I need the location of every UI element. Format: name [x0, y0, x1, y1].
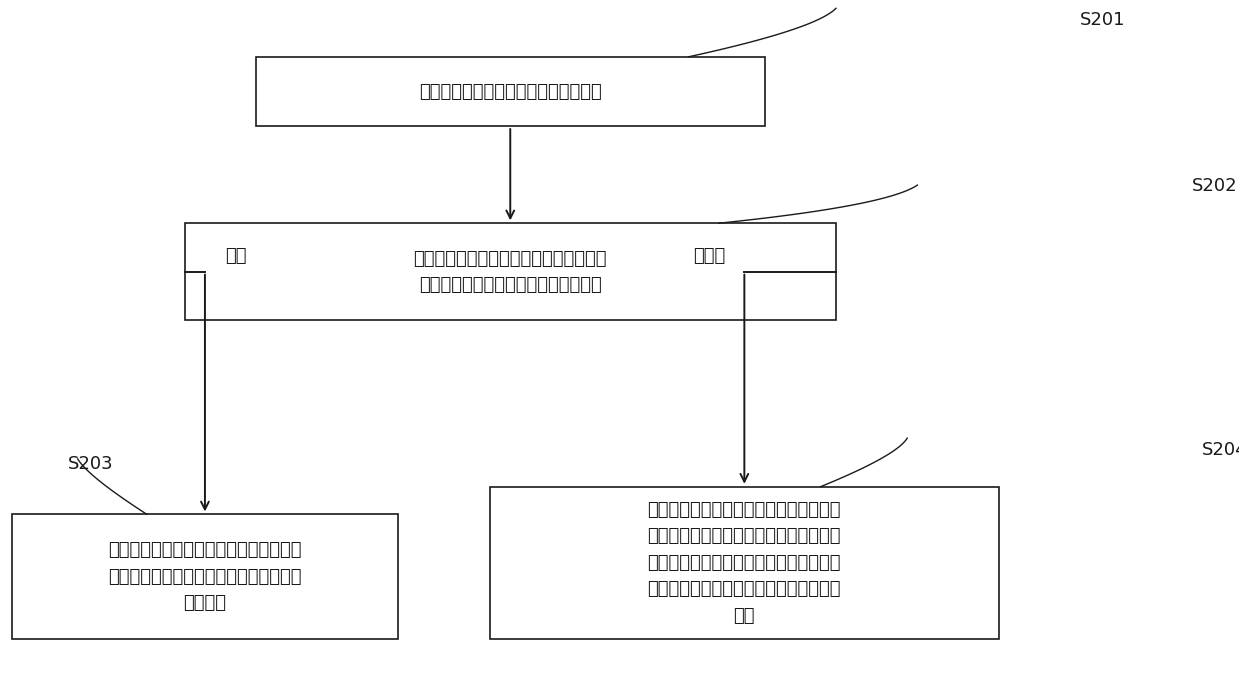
Text: 不满足: 不满足 — [694, 247, 726, 264]
Text: 满足: 满足 — [225, 247, 247, 264]
Text: 依次判断每个不连续分段与其右相邻的不
连续分段之间是否满足半连续相交条件: 依次判断每个不连续分段与其右相邻的不 连续分段之间是否满足半连续相交条件 — [414, 250, 607, 294]
Text: S203: S203 — [68, 454, 113, 473]
Text: S201: S201 — [1080, 11, 1126, 29]
Text: 将满足半连续相交条件的所有相邻的不连
续分段依次进行半连续相交，得到半连续
分段集合: 将满足半连续相交条件的所有相邻的不连 续分段依次进行半连续相交，得到半连续 分段… — [108, 541, 301, 612]
FancyBboxPatch shape — [185, 223, 836, 320]
Text: S204: S204 — [1202, 441, 1239, 459]
FancyBboxPatch shape — [11, 514, 398, 639]
Text: 则将所述与其右相邻的不连续分段的末端
逐点删除，使不连续分段与该末端逐点删
除后的不连续分段之间满足半连续相交条
件，并进行半连续相交，得到半连续分段
集合: 则将所述与其右相邻的不连续分段的末端 逐点删除，使不连续分段与该末端逐点删 除后… — [648, 501, 841, 625]
FancyBboxPatch shape — [255, 57, 764, 126]
Text: S202: S202 — [1192, 177, 1238, 196]
Text: 将所述时间序列转换为多个不连续分段: 将所述时间序列转换为多个不连续分段 — [419, 83, 602, 100]
FancyBboxPatch shape — [489, 487, 999, 639]
